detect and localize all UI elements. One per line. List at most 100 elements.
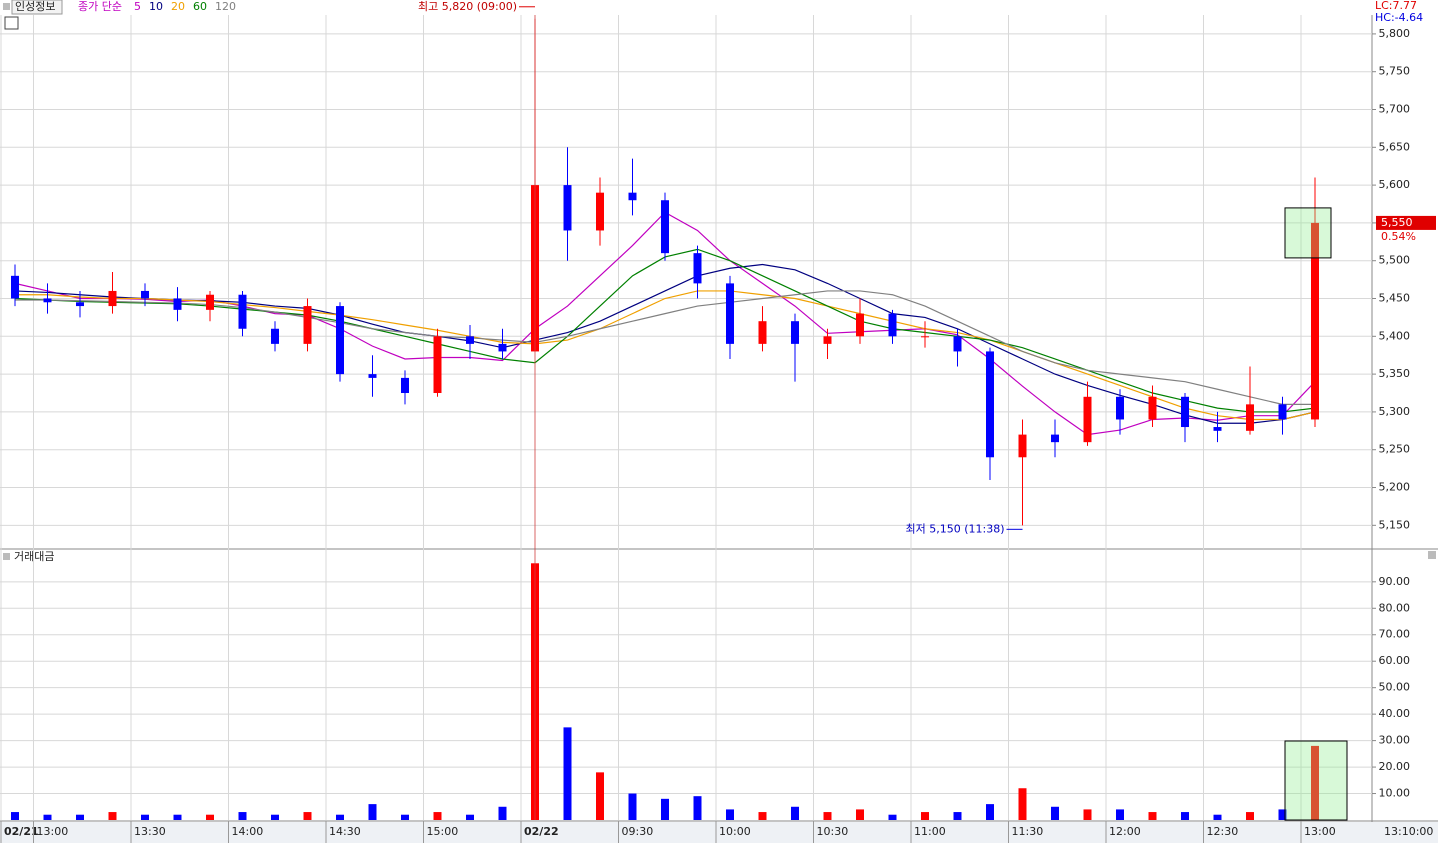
x-tick-label: 12:00 — [1109, 825, 1141, 838]
candle-body — [1083, 396, 1092, 443]
highlight-box — [1284, 740, 1348, 821]
hc: HC:-4.64 — [1375, 11, 1423, 24]
menu-icon[interactable] — [3, 3, 10, 10]
candle-body — [823, 336, 832, 344]
volume-bar — [1116, 809, 1124, 820]
x-tick-label: 10:00 — [719, 825, 751, 838]
volume-bar — [921, 812, 929, 820]
y-tick-label: 30.00 — [1379, 734, 1411, 747]
volume-bar — [466, 814, 474, 820]
volume-bar — [563, 727, 572, 820]
legend-entry[interactable]: 5 — [134, 0, 141, 13]
ma-line — [14, 263, 1316, 424]
x-tick-label: 10:30 — [817, 825, 849, 838]
x-tick-label: 14:00 — [232, 825, 264, 838]
volume-bar — [661, 798, 669, 820]
candle-body — [726, 283, 734, 344]
candle-body — [888, 313, 897, 337]
volume-bar — [206, 814, 214, 820]
x-tick-label: 02/21 — [4, 825, 39, 838]
candle-body — [173, 298, 182, 310]
y-tick-label: 5,350 — [1379, 367, 1411, 380]
candle-body — [1246, 404, 1254, 431]
x-tick-label: 15:00 — [427, 825, 459, 838]
y-tick-label: 90.00 — [1379, 575, 1411, 588]
candle-body — [43, 298, 52, 303]
candle-body — [856, 313, 864, 337]
volume-bar — [108, 812, 117, 820]
stock-name: 인성정보 — [15, 0, 55, 13]
y-tick-label: 70.00 — [1379, 628, 1411, 641]
last-price: 5,550 — [1381, 216, 1413, 229]
volume-bar — [1148, 812, 1157, 820]
candle-body — [563, 185, 572, 231]
y-tick-label: 5,400 — [1379, 329, 1411, 342]
x-tick-label: 13:30 — [134, 825, 166, 838]
volume-bar — [368, 804, 377, 820]
volume-bar — [758, 812, 767, 820]
legend-entry[interactable]: 120 — [215, 0, 236, 13]
candle-body — [1181, 396, 1189, 428]
volume-title: 거래대금 — [14, 550, 54, 563]
candle-body — [986, 351, 994, 458]
y-tick-label: 5,600 — [1379, 178, 1411, 191]
candle-body — [433, 336, 442, 394]
y-tick-label: 5,450 — [1379, 292, 1411, 305]
candle-body — [141, 290, 149, 299]
volume-bar — [498, 806, 507, 820]
volume-bar — [238, 812, 247, 820]
candle-body — [498, 343, 507, 352]
volume-bar — [433, 812, 442, 820]
last-price-box — [1376, 215, 1436, 230]
x-tick-label: 02/22 — [524, 825, 559, 838]
y-tick-label: 5,150 — [1379, 518, 1411, 531]
table-icon[interactable] — [4, 16, 19, 30]
pane-icon[interactable] — [3, 553, 10, 560]
x-tick-label: 12:30 — [1207, 825, 1239, 838]
legend-entry[interactable]: 20 — [171, 0, 185, 13]
volume-bar — [596, 772, 604, 820]
candle-body — [336, 306, 344, 375]
y-tick-label: 20.00 — [1379, 760, 1411, 773]
candle-body — [368, 374, 377, 378]
volume-bar — [1213, 814, 1222, 820]
candle-body — [466, 336, 474, 344]
candle-body — [1018, 434, 1027, 458]
candle-body — [1311, 222, 1319, 420]
candle-body — [921, 336, 929, 338]
y-tick-label: 5,300 — [1379, 405, 1411, 418]
ma-title: 종가 단순 — [78, 0, 122, 13]
x-tick-label: 11:30 — [1012, 825, 1044, 838]
pane-button[interactable] — [1428, 551, 1436, 559]
y-tick-label: 5,750 — [1379, 65, 1411, 78]
volume-bar — [336, 814, 344, 820]
volume-bar — [693, 796, 702, 820]
candle-body — [206, 294, 214, 310]
change: 0.54% — [1381, 230, 1416, 243]
stock-box[interactable] — [11, 0, 63, 15]
volume-bar — [401, 814, 409, 820]
candle-body — [1148, 396, 1157, 420]
x-axis-band — [0, 822, 1438, 843]
x-tick-label: 14:30 — [329, 825, 361, 838]
volume-bar — [1311, 745, 1319, 820]
y-tick-label: 5,650 — [1379, 140, 1411, 153]
volume-bar — [141, 814, 149, 820]
y-tick-label: 5,200 — [1379, 481, 1411, 494]
volume-bar — [628, 793, 637, 820]
legend-entry[interactable]: 10 — [149, 0, 163, 13]
lc: LC:7.77 — [1375, 0, 1417, 12]
candle-body — [1278, 404, 1287, 420]
low-label: 최저 5,150 (11:38) — [905, 522, 1004, 535]
candle-body — [1116, 396, 1124, 420]
x-tick-label: 09:30 — [622, 825, 654, 838]
highlight-box — [1284, 207, 1332, 259]
legend-entry[interactable]: 60 — [193, 0, 207, 13]
candle-body — [661, 200, 669, 254]
ma-line — [15, 290, 1315, 405]
candle-body — [791, 321, 799, 344]
ma-line — [15, 290, 1316, 421]
y-tick-label: 5,500 — [1379, 254, 1411, 267]
